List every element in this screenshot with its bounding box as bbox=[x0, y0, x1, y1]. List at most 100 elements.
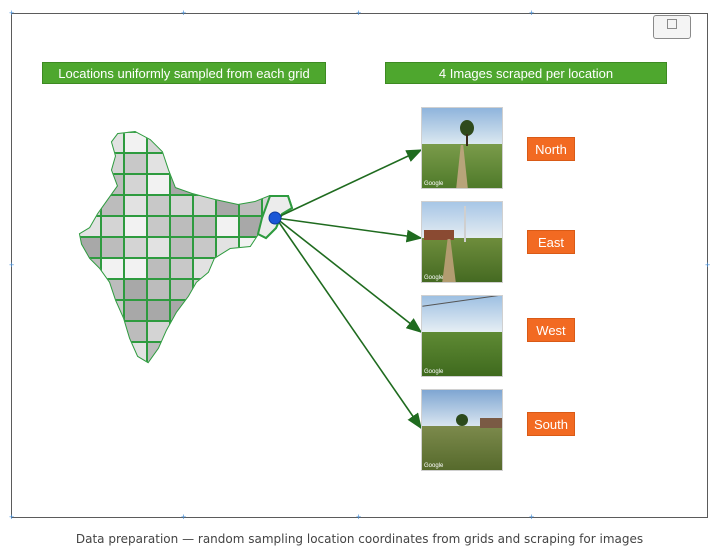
arrow-to-west bbox=[275, 217, 423, 333]
resize-handle-bottom-right[interactable]: + bbox=[529, 512, 535, 522]
grid-cell bbox=[80, 258, 101, 279]
grid-cell bbox=[124, 279, 147, 300]
expand-icon bbox=[667, 19, 677, 29]
label-north: North bbox=[527, 137, 575, 161]
grid-cell bbox=[170, 174, 193, 195]
grid-cell bbox=[124, 300, 147, 321]
grid-cell bbox=[262, 132, 285, 153]
grid-cell bbox=[262, 300, 285, 321]
grid-cell bbox=[80, 321, 101, 342]
grid-cell bbox=[239, 279, 262, 300]
india-map bbox=[78, 130, 294, 364]
grid-cell bbox=[147, 258, 170, 279]
grid-cell bbox=[101, 258, 124, 279]
grid-cell bbox=[101, 237, 124, 258]
grid-cell bbox=[80, 174, 101, 195]
grid-cell bbox=[216, 153, 239, 174]
grid-cell bbox=[101, 279, 124, 300]
grid-cell bbox=[193, 174, 216, 195]
grid-cell bbox=[262, 258, 285, 279]
grid-cell bbox=[216, 195, 239, 216]
grid-cell bbox=[170, 195, 193, 216]
resize-handle-bottom-center[interactable]: + bbox=[181, 512, 187, 522]
expand-button[interactable] bbox=[653, 15, 691, 39]
image-north: Google bbox=[421, 107, 503, 189]
grid-cell bbox=[193, 342, 216, 362]
grid-cell bbox=[239, 153, 262, 174]
grid-cell bbox=[193, 132, 216, 153]
resize-handle-top-right[interactable]: + bbox=[529, 8, 535, 18]
grid-cell bbox=[170, 258, 193, 279]
grid-cell bbox=[101, 321, 124, 342]
resize-handle-bottom-left[interactable]: + bbox=[9, 512, 15, 522]
resize-handle-top-mid[interactable]: + bbox=[356, 8, 362, 18]
grid-cell bbox=[216, 342, 239, 362]
grid-cell bbox=[101, 195, 124, 216]
sampling-arrows bbox=[275, 149, 423, 430]
grid-cell bbox=[101, 153, 124, 174]
grid-cell bbox=[124, 195, 147, 216]
sampled-location-dot[interactable] bbox=[268, 211, 282, 225]
grid-cell bbox=[147, 195, 170, 216]
grid-cell bbox=[124, 237, 147, 258]
grid-cell bbox=[101, 132, 124, 153]
grid-cell bbox=[170, 237, 193, 258]
grid-cell bbox=[216, 321, 239, 342]
grid-cell bbox=[80, 237, 101, 258]
label-west: West bbox=[527, 318, 575, 342]
grid-cell bbox=[193, 237, 216, 258]
resize-handle-top-left[interactable]: + bbox=[9, 8, 15, 18]
grid-cell bbox=[193, 300, 216, 321]
grid-cell bbox=[124, 258, 147, 279]
image-east: Google bbox=[421, 201, 503, 283]
grid-cell bbox=[262, 153, 285, 174]
grid-cell bbox=[124, 132, 147, 153]
header-left: Locations uniformly sampled from each gr… bbox=[42, 62, 326, 84]
label-south: South bbox=[527, 412, 575, 436]
image-watermark: Google bbox=[424, 181, 444, 187]
grid-cell bbox=[216, 300, 239, 321]
image-watermark: Google bbox=[424, 463, 444, 469]
grid-cell bbox=[80, 216, 101, 237]
grid-cell bbox=[262, 237, 285, 258]
grid-cell bbox=[170, 321, 193, 342]
grid-cell bbox=[170, 153, 193, 174]
grid-cell bbox=[124, 216, 147, 237]
resize-handle-top-center[interactable]: + bbox=[181, 8, 187, 18]
grid-cell bbox=[101, 342, 124, 362]
grid-cell bbox=[239, 195, 262, 216]
grid-cell bbox=[147, 174, 170, 195]
grid-cell bbox=[124, 321, 147, 342]
grid-cell bbox=[262, 174, 285, 195]
grid-cell bbox=[80, 342, 101, 362]
grid-cell bbox=[193, 195, 216, 216]
grid-cell bbox=[216, 279, 239, 300]
grid-cell bbox=[147, 216, 170, 237]
grid-cell bbox=[239, 132, 262, 153]
grid-cell bbox=[124, 153, 147, 174]
figure-caption: Data preparation — random sampling locat… bbox=[75, 532, 644, 546]
grid-cell bbox=[147, 321, 170, 342]
grid-cell bbox=[193, 153, 216, 174]
grid-cell bbox=[80, 195, 101, 216]
image-watermark: Google bbox=[424, 369, 444, 375]
resize-handle-bottom-mid[interactable]: + bbox=[356, 512, 362, 522]
grid-cell bbox=[239, 342, 262, 362]
resize-handle-left-mid[interactable]: + bbox=[9, 260, 15, 270]
resize-handle-right-mid[interactable]: + bbox=[705, 260, 711, 270]
grid-cell bbox=[262, 342, 285, 362]
grid-cell bbox=[262, 321, 285, 342]
grid-cell bbox=[216, 258, 239, 279]
grid-cell bbox=[239, 258, 262, 279]
image-west: Google bbox=[421, 295, 503, 377]
grid-cell bbox=[193, 216, 216, 237]
grid-cell bbox=[147, 279, 170, 300]
grid-cell bbox=[80, 132, 101, 153]
grid-cell bbox=[216, 132, 239, 153]
grid-cell bbox=[147, 237, 170, 258]
grid-cell bbox=[193, 321, 216, 342]
grid-cell bbox=[239, 216, 262, 237]
arrow-to-north bbox=[275, 149, 423, 219]
grid-cell bbox=[239, 300, 262, 321]
